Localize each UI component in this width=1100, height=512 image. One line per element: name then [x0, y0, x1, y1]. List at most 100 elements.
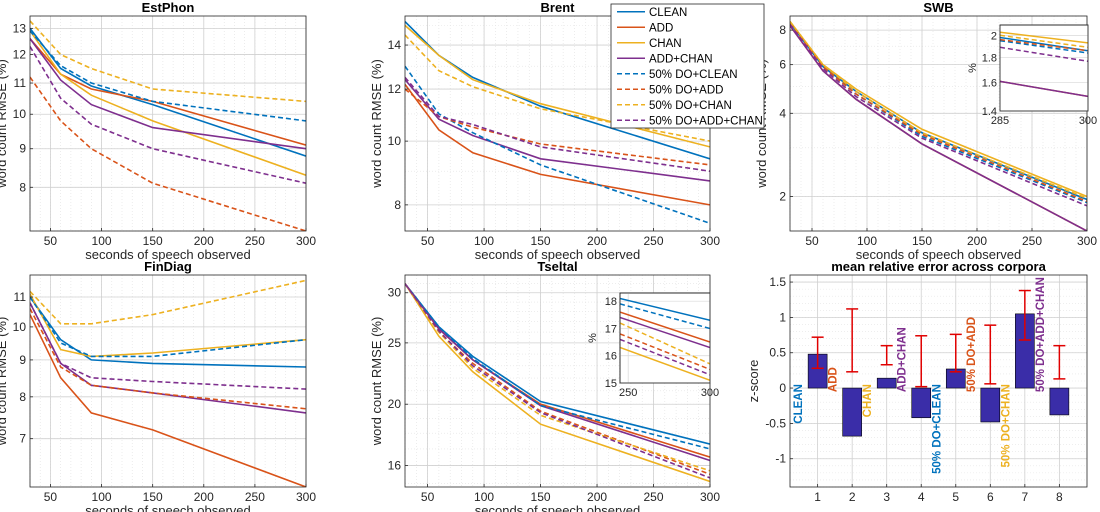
- chart-mean: CLEAN ADD CHAN ADD+CHAN 50% DO+CLEAN 50% DO+A…: [746, 259, 1088, 504]
- legend-label-add-chan: ADD+CHAN: [649, 53, 713, 65]
- x-tick-label: 150: [912, 234, 932, 248]
- series-line-50-do-chan: [30, 20, 306, 103]
- series-line-chan: [405, 24, 710, 148]
- x-tick-label: 150: [143, 234, 163, 248]
- y-tick-label: 4: [779, 106, 786, 120]
- chart-title: Brent: [541, 0, 576, 15]
- chart-title: mean relative error across corpora: [831, 259, 1046, 274]
- x-axis-label: seconds of speech observed: [856, 247, 1022, 262]
- x-axis-label: seconds of speech observed: [475, 247, 641, 262]
- series-line-50-do-clean: [30, 30, 306, 122]
- x-tick-label: 200: [194, 490, 214, 504]
- chart-title: SWB: [923, 0, 953, 15]
- inset-box: [619, 292, 711, 384]
- x-tick-label: 5: [952, 490, 959, 504]
- chart-tseltal: 50 100 150 200 250 300 16 20 25 30 Tseltal seconds …: [369, 259, 720, 512]
- legend-label-add: ADD: [649, 22, 673, 34]
- inset-series-group: [620, 297, 710, 382]
- error-bar-4: [915, 335, 928, 388]
- x-tick-label: 100: [92, 490, 112, 504]
- inset-series-line-chan: [1000, 31, 1088, 44]
- axes-box: [789, 274, 1088, 488]
- x-tick-label: 250: [644, 490, 664, 504]
- x-tick-label: 100: [92, 234, 112, 248]
- error-bar-5: [949, 333, 962, 373]
- y-axis-label: word count RMSE (%): [0, 59, 9, 189]
- series-line-50-do-add-chan: [30, 46, 306, 184]
- inset-y-tick-label: 18: [605, 296, 617, 308]
- series-line-clean: [405, 21, 710, 160]
- y-tick-label: 8: [19, 180, 26, 194]
- chart-brent: 50 100 150 200 250 300 8 10 12 14 Brent seconds of …: [369, 0, 720, 262]
- inset-series-line-add-chan: [620, 316, 710, 349]
- chart-title: Tseltal: [537, 259, 577, 274]
- chart-findiag: 50 100 150 200 250 300 7 8 9 10 11 FinDiag seconds o…: [0, 259, 316, 512]
- bar-annotation-50-do-clean: 50% DO+CLEAN: [931, 384, 943, 474]
- y-tick-label: 0: [779, 381, 786, 395]
- bar-annotation-50-do-chan: 50% DO+CHAN: [1000, 384, 1012, 467]
- y-tick-label: 14: [388, 38, 402, 52]
- inset-y-axis-label: %: [587, 333, 599, 343]
- inset-y-tick-label: 15: [605, 378, 617, 390]
- series-line-50-do-add: [30, 308, 306, 410]
- x-tick-label: 100: [474, 490, 494, 504]
- inset-x-tick-label: 285: [991, 115, 1009, 127]
- bar-annotation-add-chan: ADD+CHAN: [897, 327, 909, 392]
- x-tick-label: 50: [44, 490, 58, 504]
- y-tick-label: 7: [19, 432, 26, 446]
- x-tick-label: 50: [421, 234, 435, 248]
- y-tick-label: 9: [19, 353, 26, 367]
- series-line-chan: [405, 283, 710, 483]
- y-tick-label: 12: [13, 48, 27, 62]
- series-line-add-chan: [790, 25, 1087, 231]
- y-tick-label: -1: [775, 452, 786, 466]
- legend-label-clean: CLEAN: [649, 7, 687, 19]
- x-tick-label: 250: [644, 234, 664, 248]
- series-line-50-do-add: [790, 22, 1087, 203]
- bar-6: [980, 387, 1001, 423]
- series-group: [405, 21, 710, 225]
- x-tick-label: 100: [474, 234, 494, 248]
- inset-chart: 1.4 1.6 1.8 2 285 300%: [967, 24, 1097, 127]
- inset-y-tick-label: 17: [605, 323, 617, 335]
- x-tick-label: 300: [296, 234, 316, 248]
- y-tick-label: 11: [14, 290, 27, 304]
- series-group: [30, 20, 306, 231]
- axes-box: [29, 15, 307, 232]
- x-axis-label: seconds of speech observed: [475, 503, 641, 512]
- series-line-clean: [30, 296, 306, 368]
- y-tick-label: 10: [13, 320, 27, 334]
- x-tick-label: 3: [883, 490, 890, 504]
- inset-y-tick-label: 1.6: [982, 78, 997, 90]
- bar-8: [1049, 387, 1070, 416]
- series-line-50-do-clean: [405, 65, 710, 225]
- series-group: [790, 21, 1087, 231]
- x-tick-label: 300: [700, 490, 720, 504]
- chart-title: FinDiag: [144, 259, 192, 274]
- y-tick-label: 10: [388, 134, 402, 148]
- inset-y-tick-label: 1.4: [982, 106, 997, 118]
- inset-series-line-clean-dashed: [1000, 39, 1088, 54]
- legend-label-50-do-clean: 50% DO+CLEAN: [649, 69, 738, 81]
- legend: CLEAN ADD CHAN ADD+CHAN 50% DO+CLEAN 50% DO+A…: [610, 3, 765, 129]
- x-tick-label: 150: [531, 234, 551, 248]
- y-axis-label: word count RMSE (%): [369, 317, 384, 447]
- series-line-50-do-chan: [30, 279, 306, 325]
- inset-x-tick-label: 250: [619, 387, 637, 399]
- x-tick-label: 4: [918, 490, 925, 504]
- inset-y-axis-label: %: [967, 63, 979, 73]
- y-tick-label: -0.5: [765, 416, 786, 430]
- bar-2: [842, 387, 862, 437]
- inset-series-line-add-dashed: [620, 333, 710, 371]
- bar-annotation-50-do-add-chan: 50% DO+ADD+CHAN: [1035, 277, 1047, 392]
- y-tick-label: 11: [14, 76, 27, 90]
- inset-series-line-add-chan: [1000, 80, 1088, 98]
- x-tick-label: 50: [421, 490, 435, 504]
- x-tick-label: 6: [987, 490, 994, 504]
- inset-series-line-chan: [620, 346, 710, 382]
- grid: [29, 16, 307, 232]
- chart-swb: 50 100 150 200 250 300 2 4 6 8 SWB seconds of speec…: [754, 0, 1097, 262]
- series-group: [30, 279, 306, 487]
- y-tick-label: 12: [388, 82, 402, 96]
- y-tick-label: 1: [779, 310, 786, 324]
